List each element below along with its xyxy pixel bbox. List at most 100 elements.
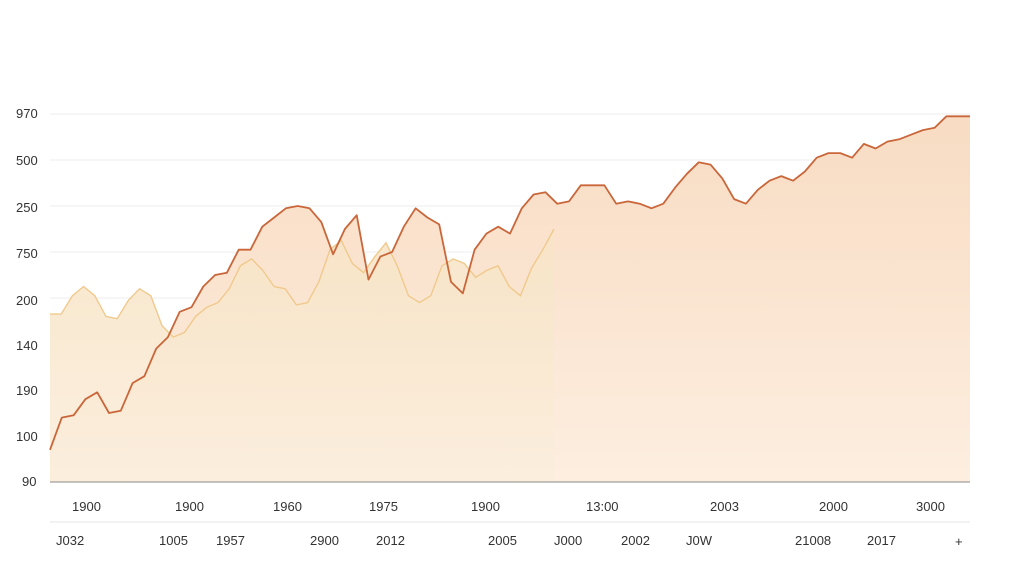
main-series-point bbox=[497, 226, 499, 228]
x-tick-label-secondary: 1005 bbox=[159, 533, 188, 548]
main-series-point bbox=[320, 221, 322, 223]
main-series-point bbox=[721, 177, 723, 179]
y-tick-label: 970 bbox=[16, 106, 38, 121]
main-series-point bbox=[344, 228, 346, 230]
main-series-point bbox=[450, 281, 452, 283]
main-series-point bbox=[414, 207, 416, 209]
y-tick-label: 190 bbox=[16, 383, 38, 398]
main-series-point bbox=[863, 143, 865, 145]
main-series-point bbox=[780, 175, 782, 177]
main-series-point bbox=[356, 214, 358, 216]
y-tick-label: 200 bbox=[16, 293, 38, 308]
main-series-point bbox=[167, 336, 169, 338]
y-tick-label: 140 bbox=[16, 338, 38, 353]
x-tick-label: 1960 bbox=[273, 499, 302, 514]
x-tick-label: 1975 bbox=[369, 499, 398, 514]
main-series-point bbox=[179, 311, 181, 313]
main-series-point bbox=[816, 157, 818, 159]
main-series-point bbox=[308, 207, 310, 209]
main-series-point bbox=[650, 207, 652, 209]
main-series-point bbox=[273, 216, 275, 218]
x-tick-label-secondary: J0W bbox=[686, 533, 713, 548]
main-series-point bbox=[238, 249, 240, 251]
main-series-point bbox=[792, 180, 794, 182]
main-series-point bbox=[297, 205, 299, 207]
main-series-point bbox=[851, 157, 853, 159]
x-tick-label-secondary: J000 bbox=[554, 533, 582, 548]
main-series-point bbox=[827, 152, 829, 154]
main-series-point bbox=[544, 191, 546, 193]
main-series-point bbox=[898, 138, 900, 140]
main-series-point bbox=[698, 161, 700, 163]
light-series-area bbox=[50, 229, 554, 482]
main-series-point bbox=[591, 184, 593, 186]
plus-icon[interactable]: + bbox=[955, 534, 963, 549]
main-series-point bbox=[49, 449, 51, 451]
main-series-point bbox=[627, 200, 629, 202]
x-tick-label: 1900 bbox=[175, 499, 204, 514]
main-series-point bbox=[839, 152, 841, 154]
y-tick-label: 100 bbox=[16, 429, 38, 444]
main-series-point bbox=[367, 278, 369, 280]
main-series-point bbox=[733, 198, 735, 200]
main-series-point bbox=[120, 410, 122, 412]
y-tick-label: 90 bbox=[22, 474, 36, 489]
main-series-line bbox=[49, 115, 970, 451]
main-series-point bbox=[202, 285, 204, 287]
main-series-point bbox=[757, 189, 759, 191]
main-series-point bbox=[249, 249, 251, 251]
main-series-point bbox=[768, 180, 770, 182]
main-series-point bbox=[462, 292, 464, 294]
main-series-point bbox=[285, 207, 287, 209]
main-series-point bbox=[473, 249, 475, 251]
main-series-point bbox=[391, 251, 393, 253]
x-tick-label: 1900 bbox=[72, 499, 101, 514]
x-tick-label-secondary: 2900 bbox=[310, 533, 339, 548]
y-axis-ticks: 970 500 250 750 200 140 190 100 90 bbox=[16, 106, 38, 489]
main-series-point bbox=[886, 140, 888, 142]
main-series-point bbox=[509, 232, 511, 234]
main-series-point bbox=[426, 216, 428, 218]
main-series-point bbox=[332, 253, 334, 255]
main-series-point bbox=[72, 414, 74, 416]
main-series-point bbox=[922, 129, 924, 131]
main-series-point bbox=[143, 375, 145, 377]
main-series-point bbox=[969, 115, 971, 117]
light-series-line bbox=[50, 228, 555, 338]
main-series-point bbox=[674, 186, 676, 188]
main-series-point bbox=[108, 412, 110, 414]
main-series-point bbox=[556, 203, 558, 205]
x-tick-label-secondary: 2002 bbox=[621, 533, 650, 548]
x-tick-label: 3000 bbox=[916, 499, 945, 514]
main-series-point bbox=[61, 416, 63, 418]
x-tick-label: 2003 bbox=[710, 499, 739, 514]
x-tick-label-secondary: 2017 bbox=[867, 533, 896, 548]
main-series-point bbox=[615, 203, 617, 205]
main-series-point bbox=[485, 232, 487, 234]
x-tick-label: 13:00 bbox=[586, 499, 619, 514]
x-tick-label-secondary: 1957 bbox=[216, 533, 245, 548]
y-tick-label: 750 bbox=[16, 246, 38, 261]
main-series-point bbox=[131, 382, 133, 384]
main-series-point bbox=[214, 274, 216, 276]
main-series-point bbox=[945, 115, 947, 117]
main-series-point bbox=[379, 255, 381, 257]
main-series-point bbox=[580, 184, 582, 186]
main-series-point bbox=[532, 193, 534, 195]
main-series-point bbox=[874, 147, 876, 149]
main-series-point bbox=[568, 200, 570, 202]
x-tick-label-secondary: J032 bbox=[56, 533, 84, 548]
x-axis-ticks-secondary: J032 1005 1957 2900 2012 2005 J000 2002 … bbox=[56, 533, 963, 549]
x-tick-label: 2000 bbox=[819, 499, 848, 514]
main-series-point bbox=[662, 203, 664, 205]
main-series-point bbox=[933, 127, 935, 129]
main-series-point bbox=[910, 134, 912, 136]
main-series-point bbox=[804, 170, 806, 172]
main-series-point bbox=[686, 173, 688, 175]
x-tick-label-secondary: 2012 bbox=[376, 533, 405, 548]
x-tick-label-secondary: 21008 bbox=[795, 533, 831, 548]
x-tick-label-secondary: 2005 bbox=[488, 533, 517, 548]
main-series-point bbox=[438, 223, 440, 225]
x-tick-label: 1900 bbox=[471, 499, 500, 514]
